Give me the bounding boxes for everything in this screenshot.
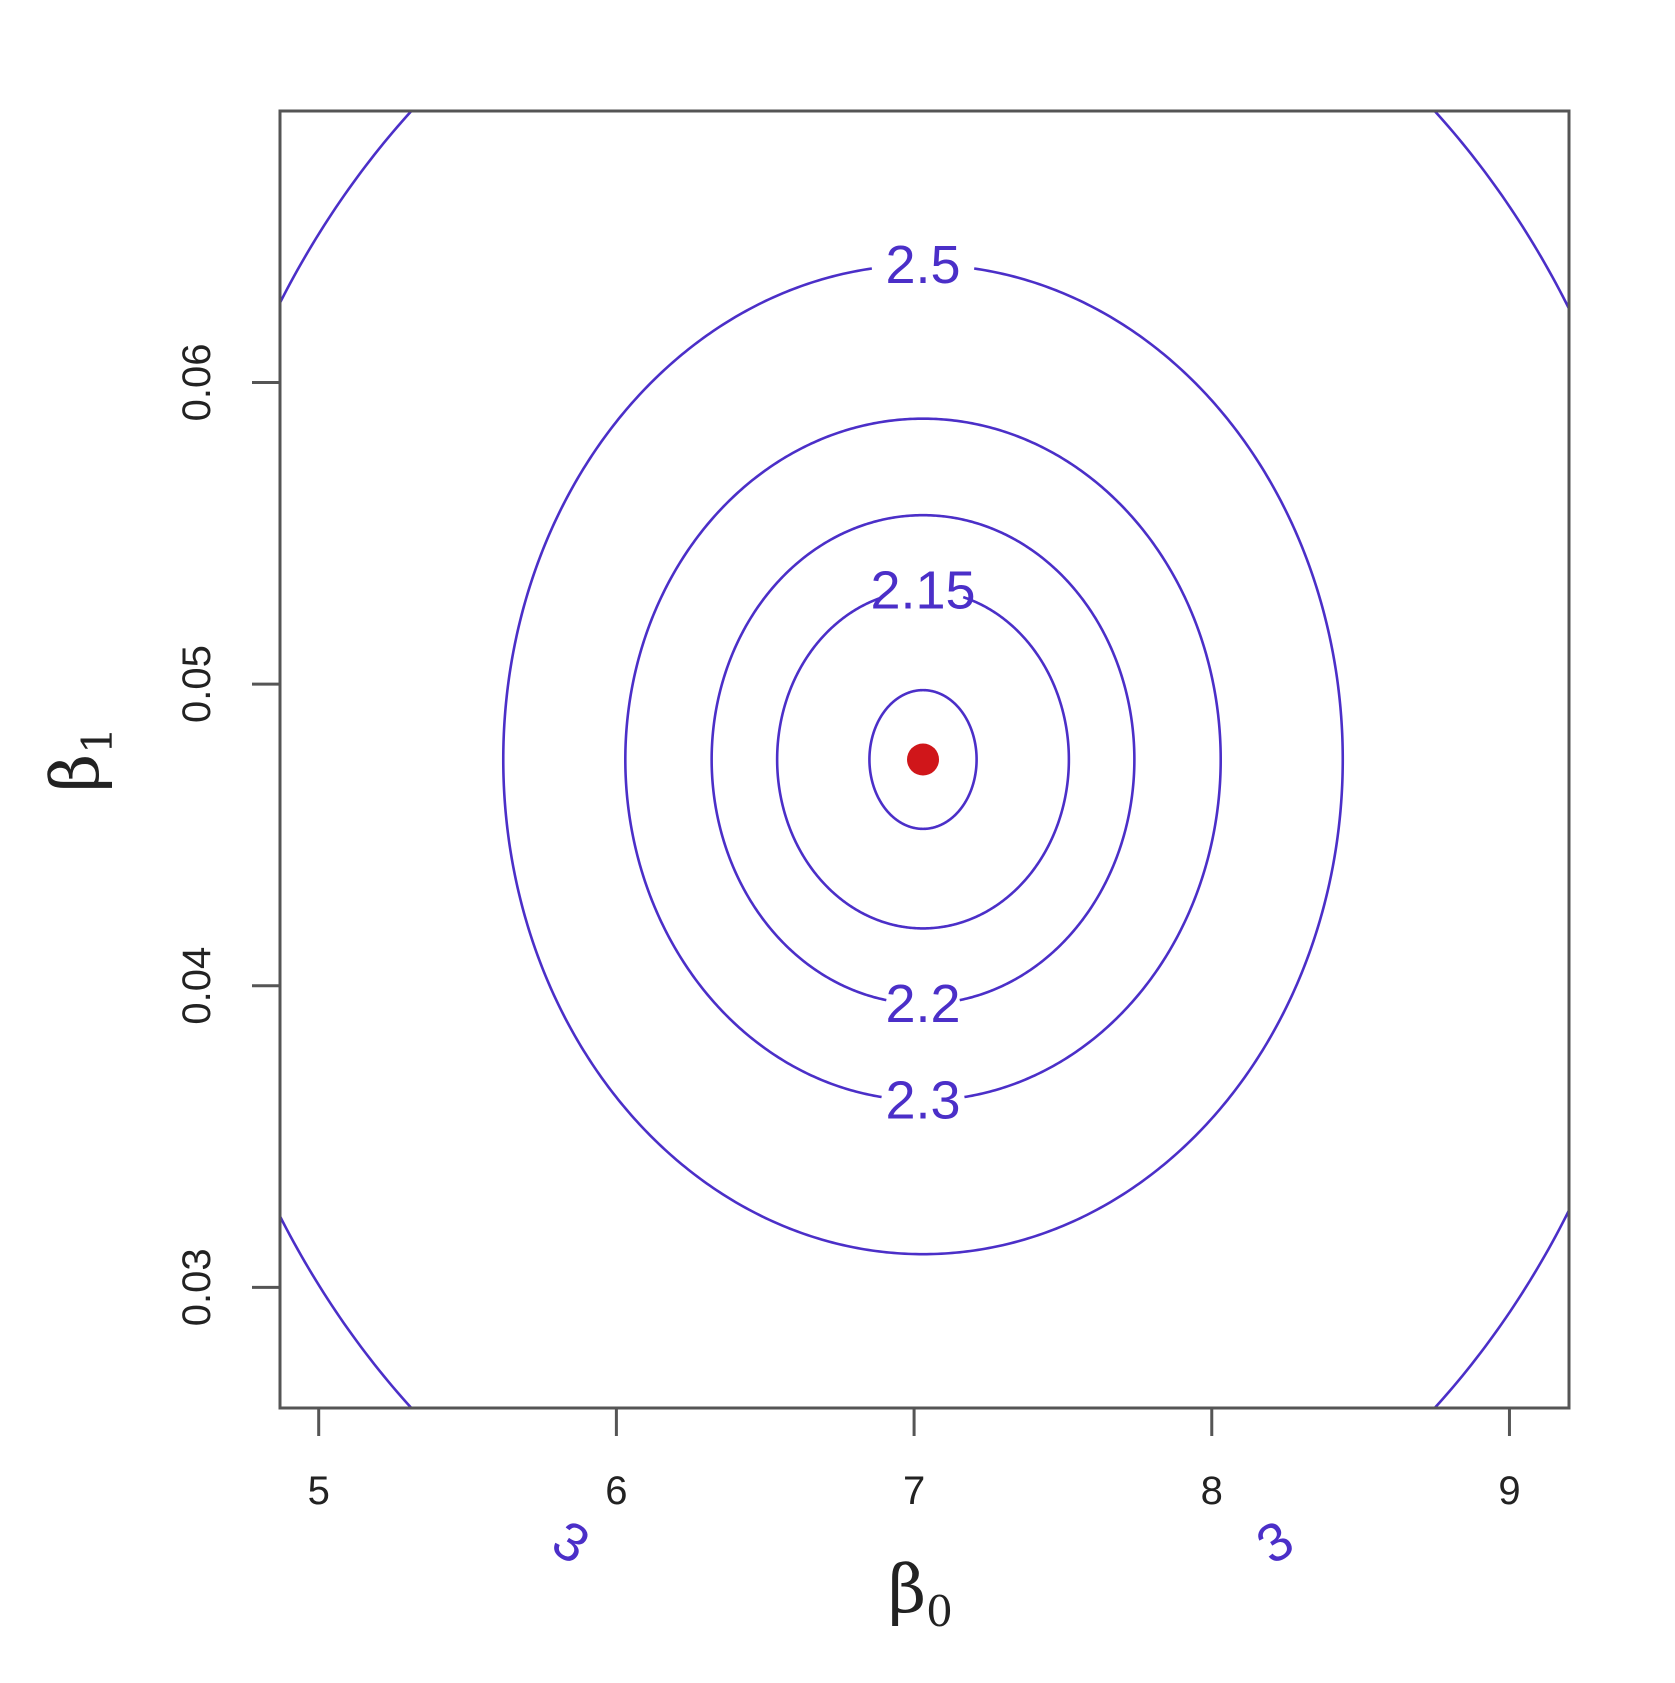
y-tick-label: 0.06 [175,344,219,422]
x-axis-title-subscript: 0 [926,1587,953,1636]
y-axis-title-symbol: β [37,754,114,792]
contour-label: 2.3 [885,1070,960,1130]
minimum-point [907,743,940,776]
x-tick-label: 7 [903,1469,925,1513]
contour-line [501,267,1345,1256]
x-axis-title: β0 [888,1551,953,1636]
contour-labels: 2.15 2.2 2.3 2.5 3 3 3 3 [542,0,1304,1576]
y-tick-label: 0.04 [175,947,219,1025]
contour-label: 2.2 [885,974,960,1034]
contour-line [710,513,1136,1002]
contour-label: 2.5 [885,235,960,295]
contour-line [624,417,1223,1099]
contour-label: 3 [542,0,599,10]
y-axis-title: β1 [37,727,122,792]
x-tick-label: 9 [1498,1469,1520,1513]
plot-frame [278,109,1571,1410]
y-tick-label: 0.05 [175,645,219,723]
contour-label: 2.15 [870,561,975,621]
contour-line [868,688,978,831]
x-tick-label: 5 [308,1469,330,1513]
x-axis: 5 6 7 8 9 [308,1408,1521,1513]
y-axis: 0.03 0.04 0.05 0.06 [175,344,280,1326]
x-tick-label: 8 [1201,1469,1223,1513]
y-axis-title-subscript: 1 [73,727,122,754]
contour-label: 3 [1247,1509,1304,1576]
contour-label: 3 [542,1509,599,1576]
minimum-point-marker [907,743,940,776]
contour-label: 3 [1247,0,1304,10]
contour-line [775,595,1071,930]
contour-lines [280,111,1569,1408]
x-axis-title-symbol: β [888,1551,926,1628]
x-tick-label: 6 [605,1469,627,1513]
y-tick-label: 0.03 [175,1248,219,1326]
